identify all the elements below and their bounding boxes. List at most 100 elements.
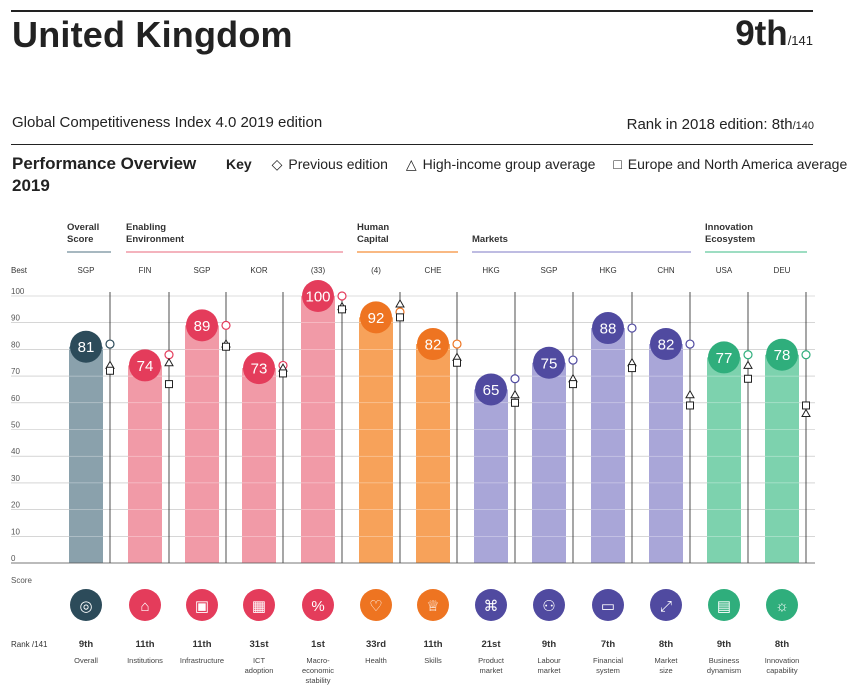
best-value: FIN — [139, 266, 152, 275]
previous-edition-marker — [510, 374, 520, 384]
score-value: 100 — [305, 289, 330, 306]
price-tag-icon — [475, 589, 507, 621]
europe-marker — [165, 380, 173, 389]
europe-marker — [396, 313, 404, 322]
previous-edition-marker — [337, 291, 347, 301]
building-icon-glyph: ▤ — [717, 598, 731, 615]
overall-rank: 9th/141 — [735, 14, 813, 54]
group-label: Innovation — [705, 222, 753, 233]
europe-marker — [802, 401, 810, 410]
y-tick-label: 20 — [11, 501, 20, 510]
heart-pulse-icon — [360, 589, 392, 621]
rank-value: 9th — [735, 14, 788, 53]
score-value: 82 — [425, 337, 442, 354]
bar — [416, 344, 450, 563]
prev-rank-label: Rank in 2018 edition: 8th — [626, 116, 793, 133]
previous-edition-marker — [221, 320, 231, 330]
group-label: Enabling — [126, 222, 166, 233]
pillar-rank: 11th — [135, 639, 154, 650]
pillar-rank: 11th — [192, 639, 211, 650]
legend-title: Key — [226, 156, 252, 172]
europe-marker — [511, 398, 519, 407]
score-circle — [533, 346, 565, 379]
bar — [591, 328, 625, 563]
score-circle — [186, 309, 218, 342]
prev-rank-total: /140 — [792, 120, 814, 132]
group-label: Score — [67, 234, 93, 245]
y-tick-label: 0 — [11, 554, 16, 563]
previous-rank: Rank in 2018 edition: 8th/140 — [627, 116, 814, 133]
bar — [128, 365, 162, 563]
previous-edition-marker — [568, 355, 578, 365]
score-circle — [302, 280, 334, 312]
y-tick-label: 40 — [11, 447, 20, 456]
score-label: Score — [11, 576, 32, 585]
pillar-label: Skills — [424, 656, 442, 665]
previous-edition-marker — [627, 323, 637, 333]
best-value: CHN — [657, 266, 675, 275]
rank-total: /141 — [787, 33, 813, 48]
medal-icon-glyph: ◎ — [79, 598, 92, 615]
previous-edition-marker — [105, 339, 115, 349]
score-value: 74 — [137, 358, 154, 375]
previous-edition-marker — [801, 350, 811, 360]
y-tick-label: 50 — [11, 421, 20, 430]
card-icon — [592, 589, 624, 621]
europe-marker — [453, 358, 461, 367]
pillar-rank: 11th — [423, 639, 442, 650]
pillar-rank: 33rd — [366, 639, 386, 650]
graduate-icon-glyph: ♕ — [426, 598, 439, 615]
group-label: Ecosystem — [705, 234, 755, 245]
pillar-label: market — [480, 666, 504, 675]
top-rule — [11, 10, 813, 12]
score-value: 81 — [78, 339, 95, 356]
bar — [359, 317, 393, 563]
europe-marker — [569, 380, 577, 389]
group-label: Markets — [472, 234, 508, 245]
lightbulb-icon — [766, 589, 798, 621]
best-label: Best — [11, 266, 28, 275]
best-value: KOR — [250, 266, 268, 275]
legend-previous: Previous edition — [288, 156, 388, 172]
pillar-label: stability — [305, 676, 330, 685]
best-value: SGP — [541, 266, 558, 275]
pillar-rank: 9th — [717, 639, 731, 650]
price-tag-icon-glyph: ⌘ — [484, 598, 499, 615]
score-circle — [592, 312, 624, 345]
pillar-rank: 9th — [79, 639, 93, 650]
bar — [185, 325, 219, 563]
card-icon-glyph: ▭ — [601, 598, 615, 615]
bar — [69, 346, 103, 563]
y-tick-label: 100 — [11, 287, 25, 296]
y-tick-label: 80 — [11, 340, 20, 349]
europe-marker — [338, 305, 346, 314]
medal-icon — [70, 589, 102, 621]
institution-icon-glyph: ⌂ — [140, 598, 149, 615]
best-value: SGP — [78, 266, 95, 275]
pillar-rank: 31st — [249, 639, 269, 650]
legend-europe: Europe and North America average — [627, 156, 848, 172]
pillar-label: Product — [478, 656, 505, 665]
pillar-label: economic — [302, 666, 334, 675]
europe-marker — [628, 364, 636, 373]
graduate-icon — [417, 589, 449, 621]
pillar-label: Macro- — [306, 656, 330, 665]
bar — [242, 368, 276, 563]
europe-marker — [222, 342, 230, 351]
heart-pulse-icon-glyph: ♡ — [369, 598, 382, 615]
best-value: HKG — [599, 266, 616, 275]
europe-marker — [279, 369, 287, 378]
best-value: (4) — [371, 266, 381, 275]
pillar-label: system — [596, 666, 620, 675]
pillar-label: ICT — [253, 656, 266, 665]
score-value: 65 — [483, 382, 500, 399]
score-value: 88 — [600, 321, 617, 338]
infrastructure-icon-glyph: ▣ — [195, 598, 209, 615]
bar — [649, 344, 683, 563]
pillar-rank: 21st — [481, 639, 501, 650]
high-income-marker — [801, 408, 811, 417]
people-icon-glyph: ⚇ — [542, 598, 555, 615]
pillar-label: market — [538, 666, 562, 675]
score-value: 73 — [251, 361, 268, 378]
bar — [707, 357, 741, 563]
